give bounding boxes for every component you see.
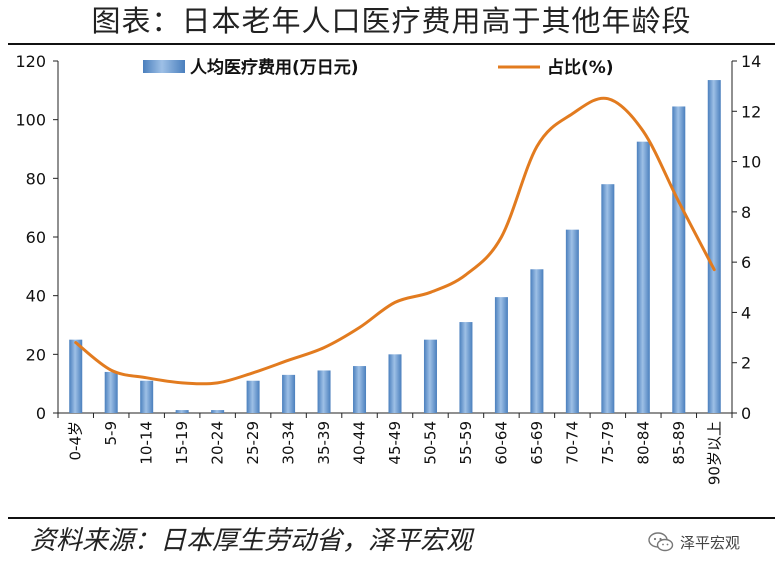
chart-area: 0 20 40 60 80 100 120 0 2 4 6 8 10 12 14 0-4岁 5-9 10-14 15…	[15, 52, 761, 485]
bar	[69, 339, 83, 413]
x-tick-label: 20-24	[209, 421, 227, 465]
x-tick-label: 80-84	[634, 421, 652, 465]
bar	[636, 141, 650, 413]
x-tick-label: 35-39	[315, 421, 333, 465]
x-tick-label: 15-19	[173, 421, 191, 465]
x-tick-label: 30-34	[280, 421, 298, 465]
legend-bar-label: 人均医疗费用(万日元)	[190, 57, 359, 78]
legend-line-label: 占比(%)	[547, 57, 614, 78]
x-tick-label: 70-74	[563, 421, 581, 465]
x-tick-label: 75-79	[599, 421, 617, 465]
x-tick-label: 45-49	[386, 421, 404, 465]
chart-title: 图表：日本老年人口医疗费用高于其他年龄段	[91, 4, 692, 38]
legend-bar-swatch	[143, 60, 185, 73]
wechat-icon	[648, 532, 674, 552]
bar	[353, 366, 367, 413]
x-tick-label: 25-29	[244, 421, 262, 465]
x-tick-label: 85-89	[670, 421, 688, 465]
y-left-tick-label: 80	[26, 169, 46, 188]
bar	[672, 106, 686, 413]
brand-name: 泽平宏观	[680, 533, 741, 552]
bar	[388, 354, 402, 413]
bar	[317, 370, 331, 413]
bar	[565, 229, 579, 413]
y-left-tick-label: 60	[26, 228, 46, 247]
title-divider	[8, 43, 775, 45]
x-tick-label: 5-9	[102, 421, 120, 446]
x-tick-label: 40-44	[351, 421, 369, 465]
x-tick-label: 60-64	[492, 421, 510, 465]
y-left-tick-label: 120	[15, 52, 46, 71]
bar	[423, 339, 437, 413]
y-right-tick-label: 2	[741, 354, 751, 373]
bar	[601, 184, 615, 413]
x-tick-label: 90岁以上	[705, 421, 723, 485]
bar	[211, 410, 225, 413]
bar	[494, 297, 508, 413]
x-tick-label: 50-54	[421, 421, 439, 465]
bar	[104, 371, 118, 413]
y-right-tick-label: 10	[741, 153, 761, 172]
bar	[140, 380, 154, 413]
source-note: 资料来源：日本厚生劳动省，泽平宏观	[30, 526, 473, 556]
x-tick-label: 10-14	[138, 421, 156, 465]
series-line-share	[74, 96, 716, 386]
bar	[282, 374, 296, 413]
y-left-tick-label: 0	[36, 404, 46, 423]
y-right-tick-label: 4	[741, 303, 751, 322]
x-tick-label: 65-69	[528, 421, 546, 465]
y-right-tick-label: 12	[741, 102, 761, 121]
y-right-tick-label: 8	[741, 203, 751, 222]
bar	[530, 269, 544, 413]
x-tick-label: 0-4岁	[67, 421, 85, 461]
y-left-tick-label: 100	[15, 111, 46, 130]
y-right-tick-label: 0	[741, 404, 751, 423]
y-left-tick-label: 40	[26, 287, 46, 306]
y-right-tick-label: 14	[741, 52, 761, 71]
x-tick-label: 55-59	[457, 421, 475, 465]
y-left-tick-label: 20	[26, 345, 46, 364]
bar	[707, 80, 721, 414]
footer-divider	[8, 517, 775, 519]
bar	[175, 410, 189, 413]
bar	[459, 322, 473, 413]
brand-watermark: 泽平宏观	[648, 530, 740, 554]
bar	[246, 380, 260, 413]
y-right-tick-label: 6	[741, 253, 751, 272]
